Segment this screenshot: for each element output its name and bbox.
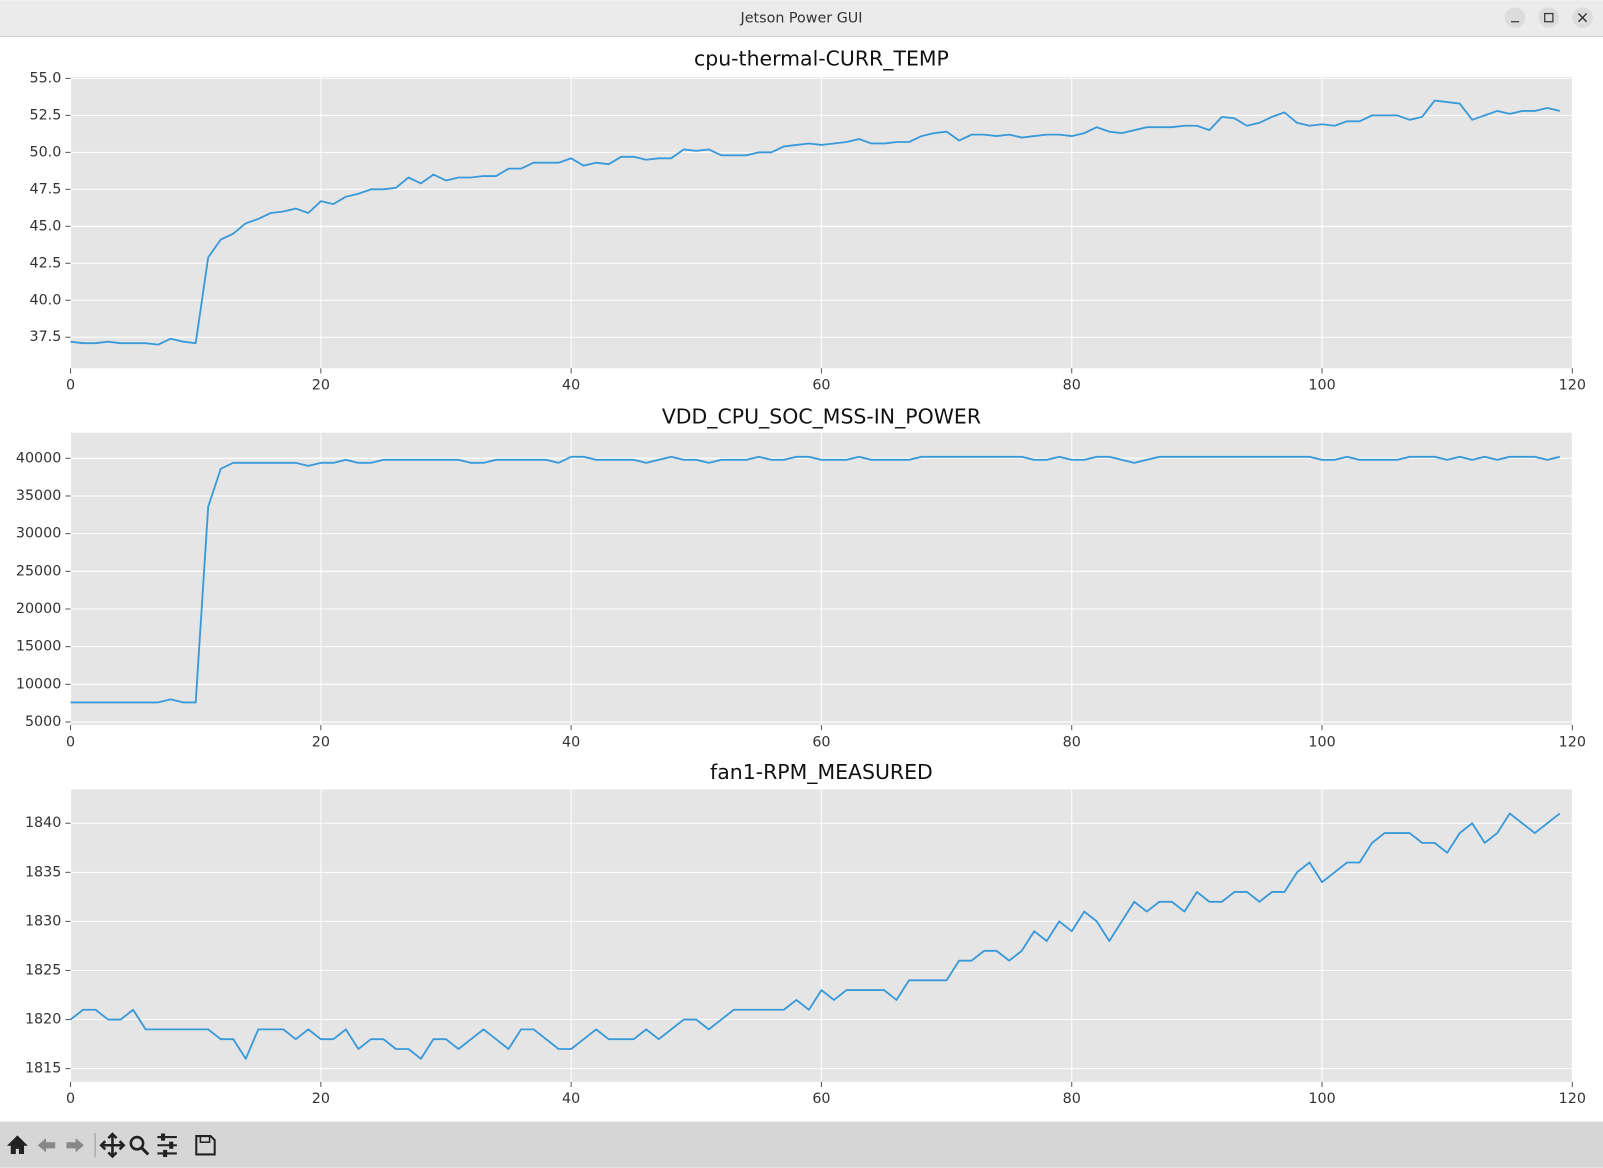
data-line — [70, 99, 1561, 346]
x-tick-label: 80 — [1063, 734, 1081, 750]
chart-title: VDD_CPU_SOC_MSS-IN_POWER — [662, 404, 981, 429]
chart: cpu-thermal-CURR_TEMP 0 20 40 60 80 100 120 37.5… — [29, 47, 1585, 394]
x-tick-label: 100 — [1308, 378, 1335, 394]
x-tick-label: 100 — [1308, 1091, 1335, 1107]
y-tick-label: 1835 — [25, 864, 61, 880]
y-tick-label: 1820 — [25, 1012, 61, 1028]
title-bar — [0, 0, 1603, 37]
x-tick-label: 60 — [812, 1091, 830, 1107]
x-tick-label: 20 — [312, 734, 330, 750]
y-tick-label: 40.0 — [29, 292, 61, 308]
forward-button[interactable] — [66, 1138, 84, 1153]
maximize-button[interactable] — [1538, 7, 1560, 28]
chart-title: fan1-RPM_MEASURED — [710, 760, 933, 785]
x-tick-label: 60 — [812, 734, 830, 750]
toolbar — [0, 1121, 1603, 1168]
data-line — [70, 455, 1561, 704]
pan-button[interactable] — [99, 1132, 126, 1159]
x-tick-label: 120 — [1559, 1091, 1586, 1107]
x-tick-label: 80 — [1063, 378, 1081, 394]
x-tick-label: 0 — [66, 1091, 75, 1107]
configure-knob — [163, 1149, 168, 1158]
y-tick-label: 37.5 — [29, 329, 61, 345]
y-tick-label: 1840 — [25, 815, 61, 831]
x-tick-label: 40 — [562, 1091, 580, 1107]
y-tick-label: 30000 — [16, 526, 61, 542]
toolbar-buttons — [6, 1132, 216, 1159]
minimize-button[interactable] — [1504, 7, 1526, 28]
y-tick-label: 1830 — [25, 913, 61, 929]
y-tick-label: 20000 — [16, 601, 61, 617]
x-tick-label: 80 — [1063, 1091, 1081, 1107]
window-title: Jetson Power GUI — [740, 11, 863, 27]
y-tick-label: 25000 — [16, 563, 61, 579]
configure-knob — [161, 1133, 166, 1141]
y-tick-label: 45.0 — [29, 218, 61, 234]
maximize-icon — [1544, 12, 1554, 23]
x-tick-label: 0 — [66, 378, 75, 394]
y-tick-label: 10000 — [16, 676, 61, 692]
y-tick-label: 15000 — [16, 639, 61, 655]
x-tick-label: 120 — [1559, 378, 1586, 394]
x-tick-label: 120 — [1559, 734, 1586, 750]
x-tick-label: 100 — [1308, 734, 1335, 750]
x-tick-label: 40 — [562, 378, 580, 394]
y-tick-label: 55.0 — [29, 70, 61, 86]
zoom-handle — [139, 1146, 150, 1156]
chart: VDD_CPU_SOC_MSS-IN_POWER 0 20 40 60 80 100 120 5… — [16, 404, 1586, 750]
zoom-button[interactable] — [129, 1135, 145, 1151]
save-icon-part — [199, 1135, 211, 1143]
y-tick-label: 50.0 — [29, 144, 61, 160]
y-tick-label: 35000 — [16, 488, 61, 504]
y-tick-label: 5000 — [25, 714, 61, 730]
x-tick-label: 60 — [812, 378, 830, 394]
chart-title: cpu-thermal-CURR_TEMP — [694, 47, 949, 72]
y-tick-label: 40000 — [16, 450, 61, 466]
chart: fan1-RPM_MEASURED 0 20 40 60 80 100 120 1815 1820… — [25, 760, 1586, 1107]
y-tick-label: 42.5 — [29, 255, 61, 271]
home-button[interactable] — [6, 1135, 28, 1154]
y-tick-label: 1825 — [25, 962, 61, 978]
x-tick-label: 20 — [312, 378, 330, 394]
close-icon — [1577, 13, 1588, 23]
charts: cpu-thermal-CURR_TEMP 0 20 40 60 80 100 120 37.5… — [16, 47, 1586, 1108]
back-button[interactable] — [37, 1138, 56, 1153]
window-controls — [1504, 7, 1593, 28]
y-tick-label: 47.5 — [29, 181, 61, 197]
x-tick-label: 40 — [562, 734, 580, 750]
y-tick-label: 52.5 — [29, 107, 61, 123]
x-tick-label: 20 — [312, 1091, 330, 1107]
data-line — [69, 812, 1561, 1060]
x-tick-label: 0 — [66, 734, 75, 750]
configure-knob — [169, 1141, 174, 1149]
y-tick-label: 1815 — [25, 1061, 61, 1077]
